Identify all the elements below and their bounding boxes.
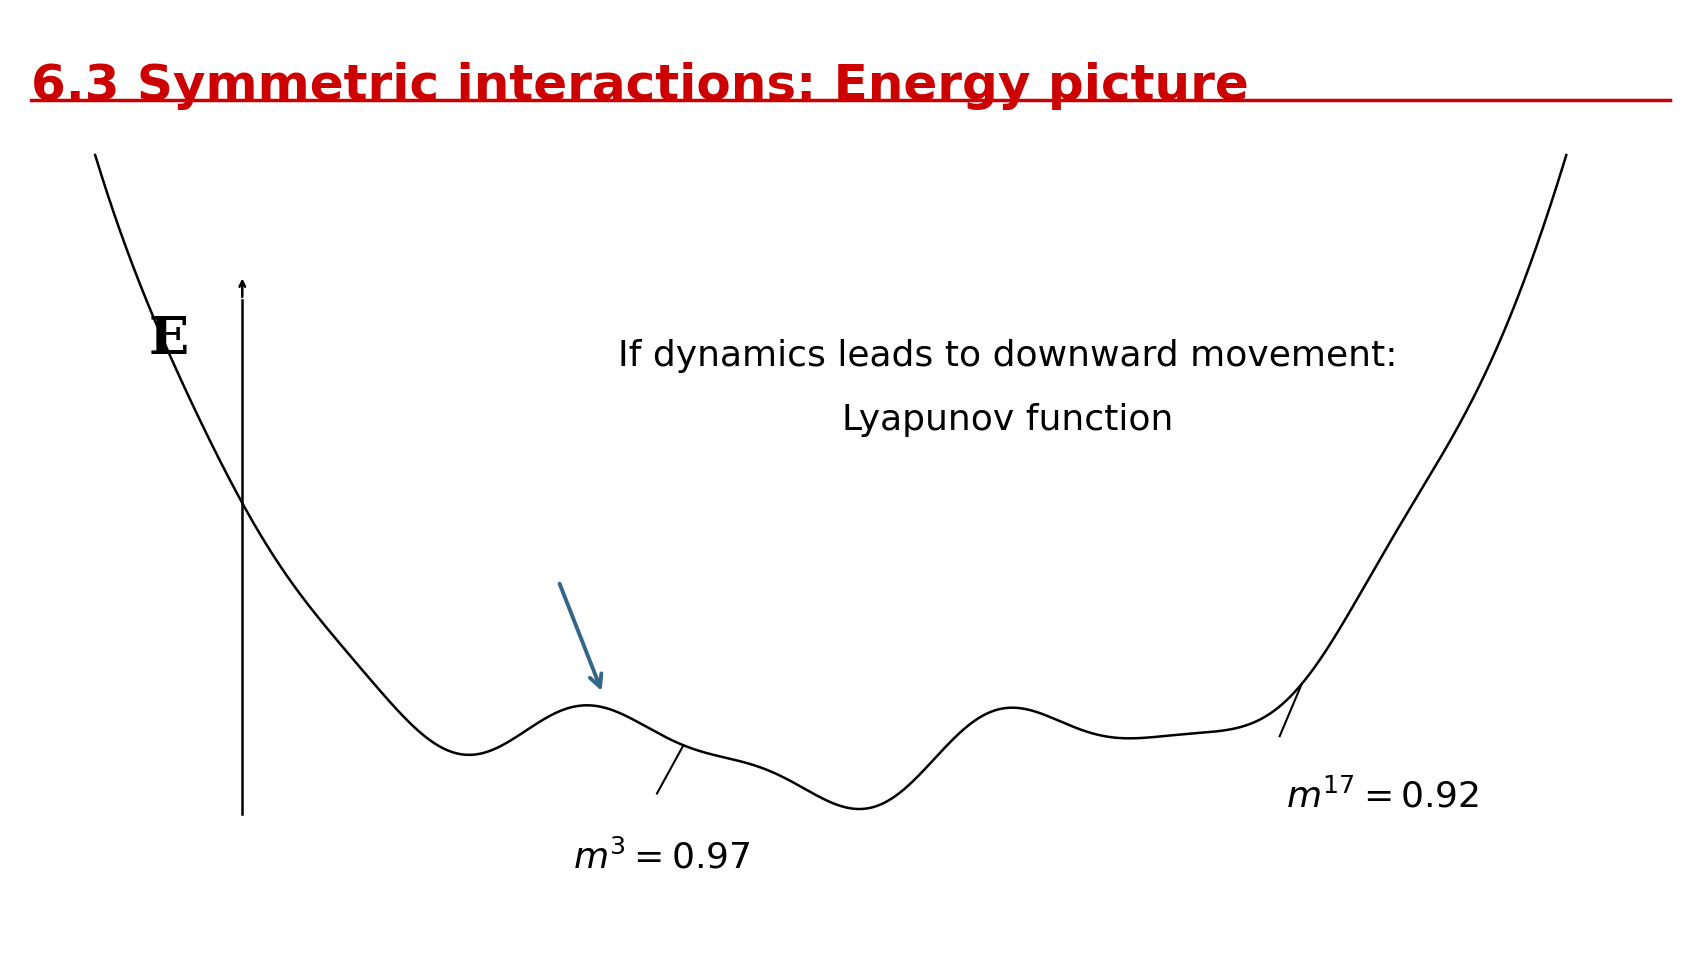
Text: 6.3 Symmetric interactions: Energy picture: 6.3 Symmetric interactions: Energy pictu… [31,62,1249,110]
Text: E: E [148,315,189,366]
Text: $m^{17} = 0.92$: $m^{17} = 0.92$ [1286,778,1478,814]
Text: Lyapunov function: Lyapunov function [842,403,1174,437]
Text: If dynamics leads to downward movement:: If dynamics leads to downward movement: [617,339,1397,373]
Text: $m^3 = 0.97$: $m^3 = 0.97$ [573,839,750,876]
